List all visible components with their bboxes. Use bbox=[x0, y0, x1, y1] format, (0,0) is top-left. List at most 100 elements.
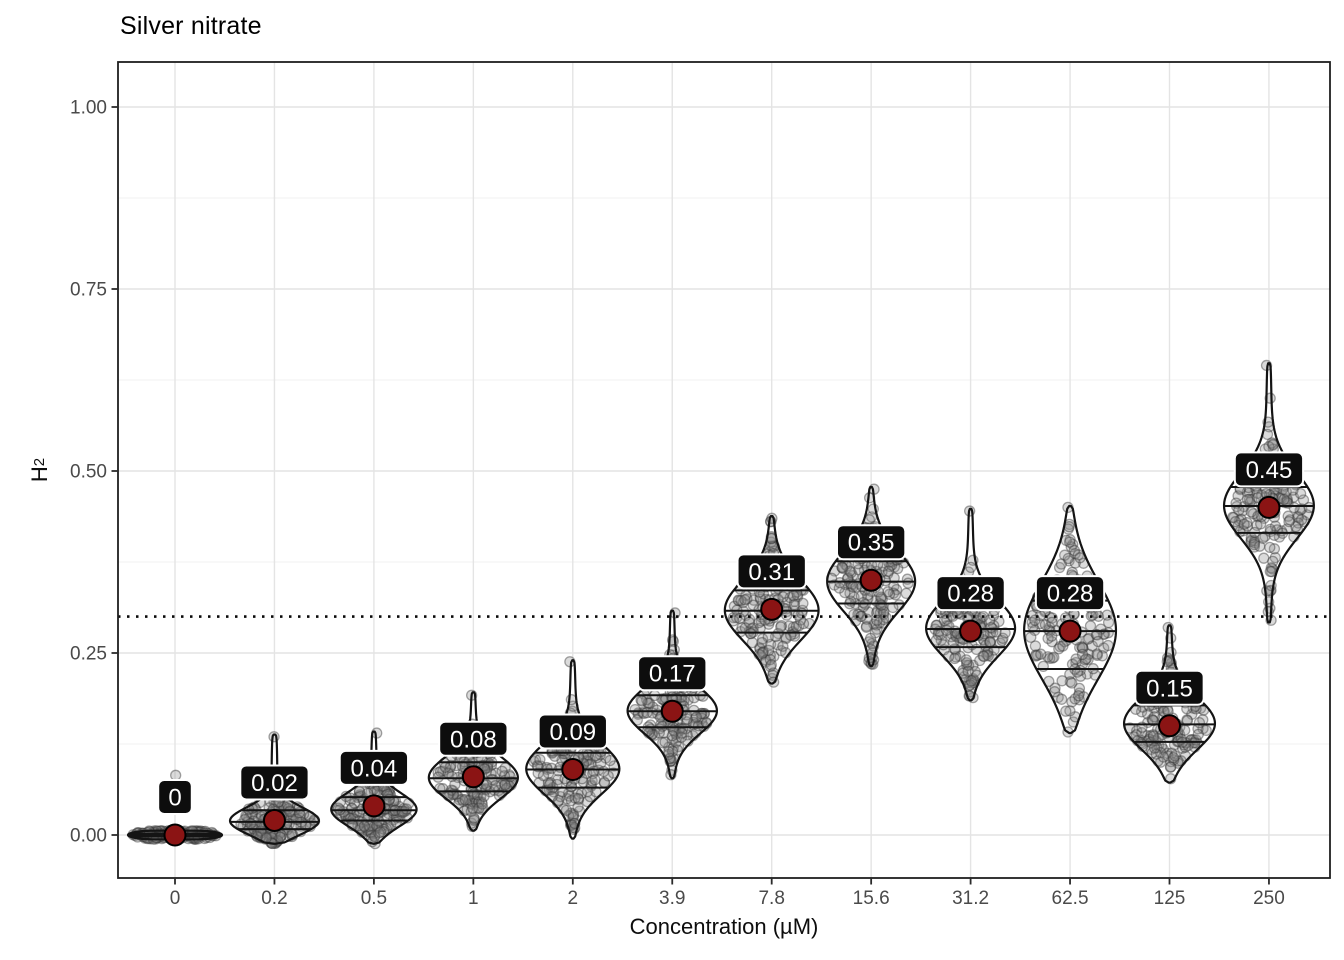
jitter-point bbox=[398, 805, 410, 818]
jitter-point bbox=[734, 612, 746, 625]
jitter-point bbox=[1278, 493, 1290, 506]
violin-outline bbox=[427, 691, 519, 832]
jitter-point bbox=[965, 675, 977, 687]
jitter-point bbox=[362, 825, 374, 837]
x-tick-label: 0.2 bbox=[261, 888, 287, 909]
jitter-point bbox=[788, 599, 800, 611]
jitter-point bbox=[365, 827, 377, 839]
jitter-point bbox=[663, 741, 675, 753]
jitter-point bbox=[844, 565, 856, 577]
jitter-point bbox=[643, 697, 656, 709]
jitter-point bbox=[488, 784, 501, 796]
jitter-point bbox=[735, 594, 747, 607]
mean-label-text: 0.35 bbox=[848, 530, 895, 557]
jitter-point bbox=[877, 608, 890, 620]
jitter-point bbox=[445, 784, 458, 796]
jitter-point bbox=[969, 665, 981, 678]
jitter-point bbox=[861, 613, 873, 625]
jitter-point bbox=[756, 636, 768, 649]
jitter-point bbox=[1074, 641, 1086, 654]
jitter-point bbox=[930, 634, 942, 646]
jitter-point bbox=[481, 779, 493, 791]
jitter-point bbox=[793, 620, 805, 632]
jitter-point bbox=[769, 630, 782, 643]
jitter-point bbox=[1025, 631, 1037, 643]
jitter-point bbox=[374, 826, 387, 838]
y-tick-label: 0.25 bbox=[70, 644, 107, 665]
jitter-point bbox=[966, 677, 978, 689]
jitter-point bbox=[342, 808, 355, 820]
jitter-point bbox=[834, 577, 846, 589]
jitter-point bbox=[546, 790, 558, 803]
jitter-point bbox=[672, 740, 685, 753]
jitter-point bbox=[949, 652, 961, 665]
jitter-point bbox=[869, 627, 881, 639]
mean-label-text: 0.31 bbox=[748, 559, 795, 586]
jitter-point bbox=[347, 813, 359, 825]
jitter-point bbox=[997, 632, 1009, 644]
jitter-point bbox=[671, 744, 684, 756]
jitter-point bbox=[1062, 552, 1074, 565]
jitter-point bbox=[581, 785, 594, 798]
jitter-point bbox=[499, 778, 511, 790]
jitter-point bbox=[246, 808, 259, 820]
jitter-point bbox=[542, 767, 555, 779]
mean-label-text: 0.45 bbox=[1246, 457, 1293, 484]
jitter-point bbox=[250, 819, 262, 832]
jitter-point bbox=[471, 802, 483, 814]
jitter-point bbox=[275, 829, 287, 842]
chart-title: Silver nitrate bbox=[120, 12, 262, 40]
jitter-point bbox=[757, 645, 769, 658]
jitter-point bbox=[777, 591, 789, 603]
jitter-point bbox=[393, 811, 405, 823]
jitter-point bbox=[1102, 639, 1114, 652]
jitter-point bbox=[791, 591, 804, 603]
jitter-point bbox=[486, 774, 498, 786]
jitter-point bbox=[754, 643, 766, 655]
jitter-point bbox=[945, 631, 957, 643]
jitter-point bbox=[369, 823, 382, 835]
jitter-point bbox=[362, 829, 374, 841]
jitter-point bbox=[468, 813, 480, 825]
jitter-point bbox=[755, 615, 767, 627]
jitter-point bbox=[1101, 609, 1113, 621]
jitter-point bbox=[737, 596, 749, 609]
jitter-point bbox=[376, 822, 388, 835]
jitter-point bbox=[978, 635, 991, 647]
jitter-point bbox=[860, 621, 873, 633]
jitter-point bbox=[362, 824, 374, 836]
mean-label-text: 0.17 bbox=[649, 661, 696, 688]
jitter-point bbox=[400, 803, 413, 815]
jitter-point bbox=[337, 806, 350, 818]
jitter-point bbox=[1192, 728, 1204, 741]
jitter-point bbox=[359, 821, 372, 834]
jitter-point bbox=[700, 716, 713, 729]
jitter-point bbox=[656, 720, 668, 732]
mean-point bbox=[262, 808, 286, 832]
jitter-point bbox=[243, 812, 255, 824]
jitter-point bbox=[864, 632, 877, 645]
jitter-point bbox=[572, 788, 584, 800]
jitter-point bbox=[496, 765, 508, 777]
jitter-point bbox=[636, 706, 649, 719]
jitter-point bbox=[1241, 493, 1254, 506]
jitter-point bbox=[453, 794, 466, 806]
y-axis-title-base: H bbox=[27, 466, 52, 483]
jitter-point bbox=[580, 755, 592, 767]
jitter-point bbox=[862, 606, 875, 618]
jitter-point bbox=[642, 697, 654, 709]
jitter-point bbox=[765, 540, 778, 552]
jitter-point bbox=[754, 642, 766, 654]
jitter-point bbox=[977, 650, 989, 662]
jitter-point bbox=[449, 778, 461, 791]
jitter-point bbox=[756, 647, 769, 659]
jitter-point bbox=[567, 808, 579, 820]
violin-area bbox=[1024, 505, 1116, 734]
jitter-point bbox=[585, 780, 597, 792]
jitter-point bbox=[996, 634, 1008, 647]
jitter-point bbox=[775, 621, 787, 633]
jitter-point bbox=[666, 745, 679, 757]
jitter-point bbox=[384, 787, 396, 800]
y-tick-label: 1.00 bbox=[70, 98, 107, 119]
jitter-point bbox=[531, 760, 543, 772]
